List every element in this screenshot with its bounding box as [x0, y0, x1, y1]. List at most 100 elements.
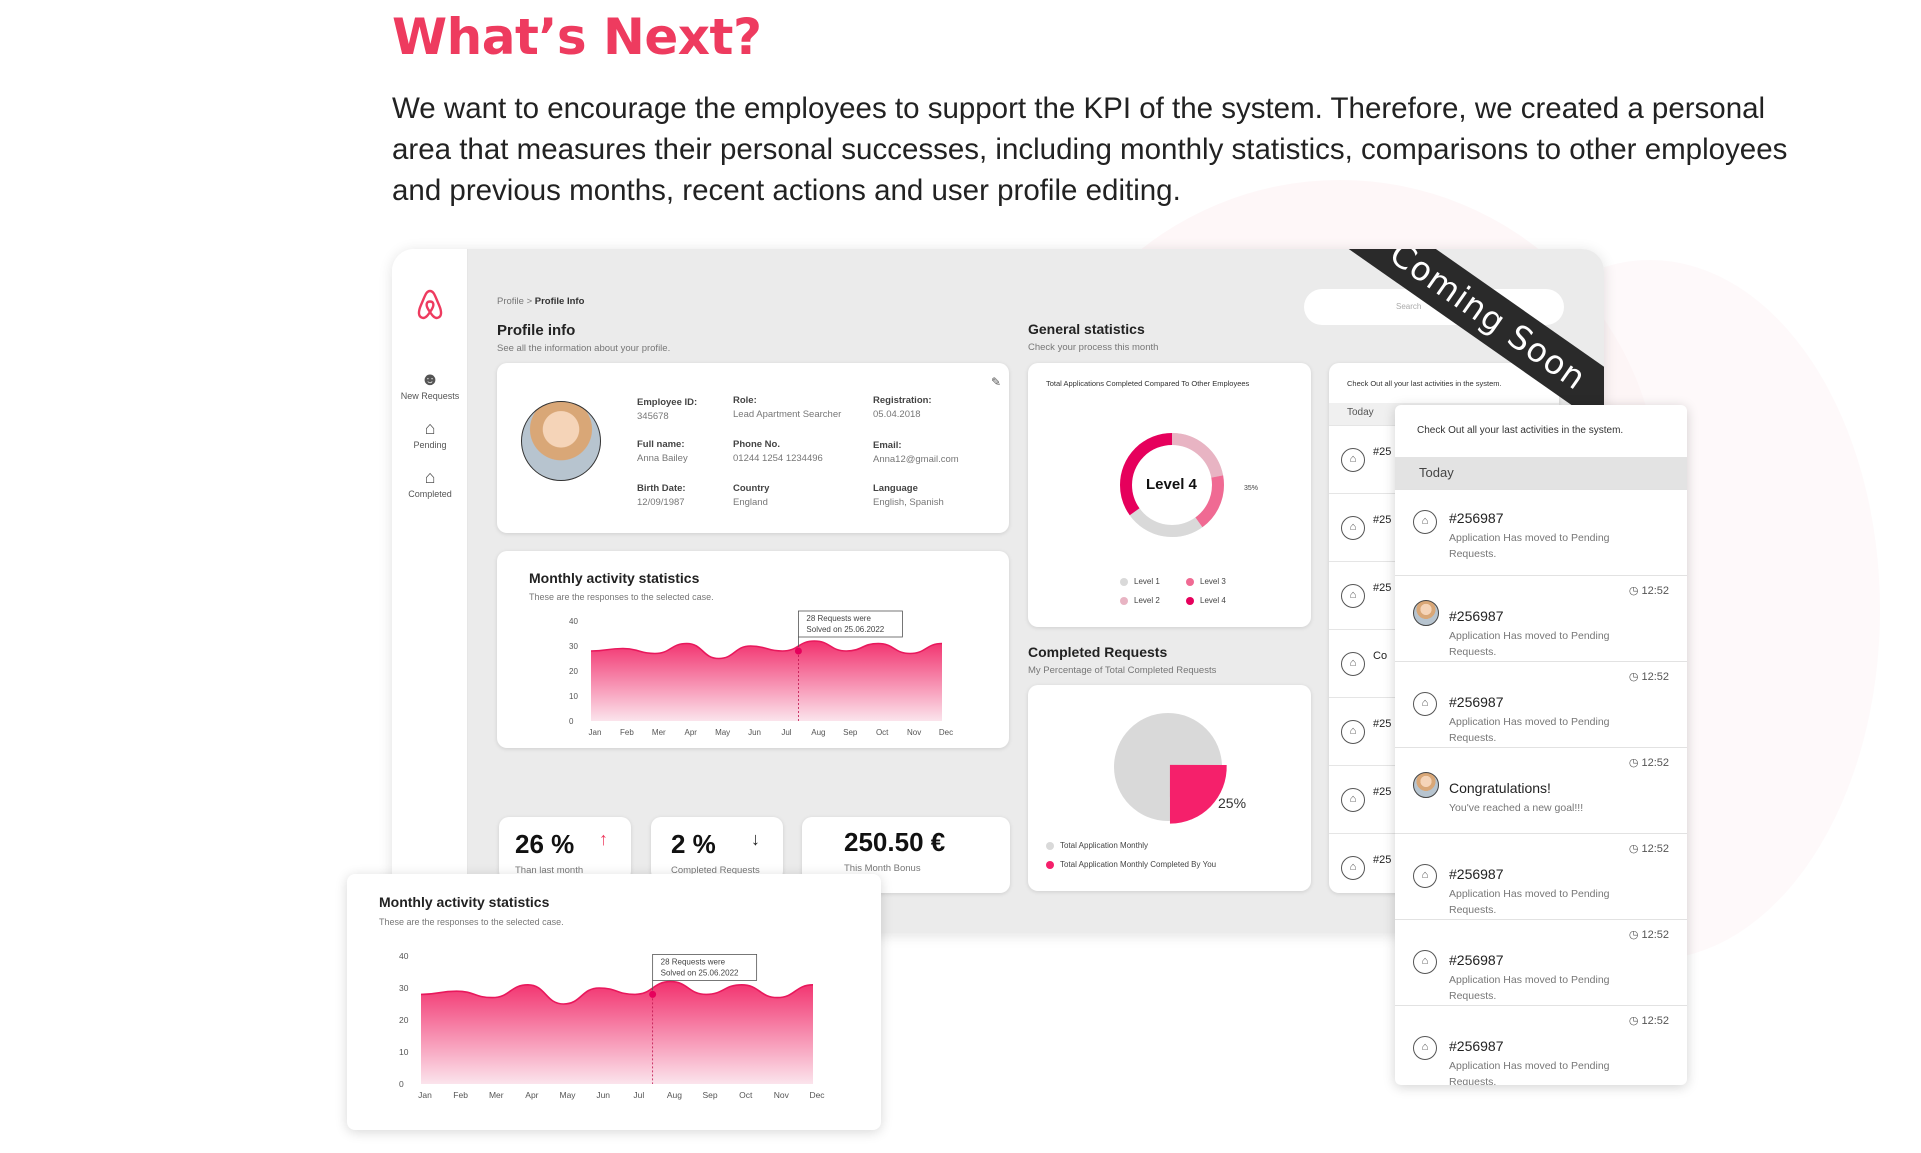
activity-time: ◷ 12:52 — [1628, 929, 1669, 941]
monthly-chart: 0 10 20 30 40 Jan Feb Mer Apr May Jun Jul Aug Sep Oct N… — [569, 610, 953, 737]
tooltip-text: Solved on 25.06.2022 — [806, 625, 884, 634]
sidebar: ☻ New Requests ⌂ Pending ⌂ Completed — [392, 249, 468, 933]
activity-today-header: Today — [1395, 457, 1687, 489]
activity-panel-title: Check Out all your last activities in th… — [1417, 425, 1624, 436]
activity-time: ◷ 12:52 — [1628, 671, 1669, 683]
donut-percent: 35% — [1244, 485, 1259, 492]
profile-card: ✎ Employee ID: 345678 Role: Lead Apartment… — [497, 363, 1009, 533]
role-value: Lead Apartment Searcher — [733, 409, 842, 420]
house-pending-icon: ⌂ — [1413, 950, 1437, 974]
general-title: General statistics — [1028, 321, 1145, 337]
edit-icon[interactable]: ✎ — [990, 375, 1001, 389]
series-line — [420, 980, 814, 1005]
add-user-icon: ☻ — [420, 369, 440, 389]
donut-segment — [1120, 433, 1224, 537]
activity-id: #256987 — [1449, 510, 1504, 526]
x-tick-label: May — [715, 728, 730, 737]
completed-pie-chart — [1114, 713, 1227, 824]
house-pending-icon: ⌂ — [1341, 584, 1365, 608]
stat-card-bonus: 250.50 € This Month Bonus — [802, 817, 1010, 893]
monthly-activity-overlay-card: Monthly activity statistics These are th… — [347, 874, 881, 1130]
tooltip-box — [798, 610, 903, 638]
house-pending-icon: ⌂ — [1413, 692, 1437, 716]
general-card: Total Applications Completed Compared To… — [1028, 363, 1311, 627]
tooltip-text: 28 Requests were — [806, 614, 871, 623]
legend-item: Level 1 — [1120, 577, 1160, 586]
house-pending-icon: ⌂ — [1341, 516, 1365, 540]
y-tick-label: 10 — [399, 1047, 409, 1057]
breadcrumb-separator: > — [523, 296, 535, 307]
x-tick-label: Aug — [667, 1090, 682, 1100]
country-value: England — [733, 497, 768, 508]
completed-subtitle: My Percentage of Total Completed Request… — [1028, 665, 1217, 676]
language-value: English, Spanish — [873, 497, 944, 508]
sidebar-item-label: Pending — [413, 440, 447, 450]
sidebar-item-completed[interactable]: ⌂ Completed — [392, 467, 468, 499]
activity-description: Application Has moved to Pending Request… — [1449, 532, 1610, 560]
sidebar-item-pending[interactable]: ⌂ Pending — [392, 418, 468, 450]
y-tick-label: 0 — [399, 1079, 404, 1089]
stat-value: 26 % — [515, 829, 575, 859]
overlay-monthly-chart: 0 10 20 30 40 Jan Feb Mer Apr May Jun Jul Aug Sep Oct N… — [399, 951, 825, 1100]
overlay-monthly-title: Monthly activity statistics — [379, 894, 550, 910]
birth-date-label: Birth Date: — [637, 483, 686, 494]
highlight-point — [649, 990, 657, 998]
x-tick-label: Sep — [843, 728, 858, 737]
house-pending-icon: ⌂ — [1341, 720, 1365, 744]
activity-row[interactable]: ◷ 12:52 ⌂ #256987 Application Has moved to … — [1395, 833, 1687, 919]
tooltip-text: 28 Requests were — [661, 957, 726, 966]
y-tick-label: 20 — [569, 667, 578, 676]
phone-value: 01244 1254 1234496 — [733, 453, 823, 464]
x-tick-label: Jun — [596, 1090, 610, 1100]
highlight-point — [794, 647, 802, 655]
activity-time: ◷ 12:52 — [1628, 1015, 1669, 1027]
arrow-up-icon: ↑ — [599, 829, 608, 849]
country-label: Country — [733, 483, 770, 494]
email-label: Email: — [873, 440, 902, 451]
registration-value: 05.04.2018 — [873, 409, 921, 420]
activity-time: ◷ 12:52 — [1628, 757, 1669, 769]
pie-percent: 25% — [1218, 795, 1247, 811]
activity-row[interactable]: ◷ 12:52 #256987 Application Has moved to P… — [1395, 575, 1687, 661]
activity-row[interactable]: ◷ 12:52 Congratulations! You've reached a … — [1395, 747, 1687, 833]
registration-label: Registration: — [873, 395, 932, 406]
y-tick-label: 20 — [399, 1015, 409, 1025]
activity-back-id: Co — [1373, 650, 1388, 662]
monthly-title: Monthly activity statistics — [529, 570, 700, 586]
series-line — [590, 640, 943, 660]
y-tick-label: 10 — [569, 692, 578, 701]
house-pending-icon: ⌂ — [1341, 856, 1365, 880]
breadcrumb-root[interactable]: Profile — [497, 296, 524, 307]
language-label: Language — [873, 483, 918, 494]
area-fill — [591, 641, 942, 721]
activity-id: Congratulations! — [1449, 780, 1551, 796]
activity-row[interactable]: ◷ 12:52 ⌂ #256987 Application Has moved to … — [1395, 919, 1687, 1005]
activity-back-id: #25 — [1373, 718, 1392, 730]
stat-label: Than last month — [515, 865, 584, 876]
sidebar-item-label: Completed — [408, 489, 452, 499]
activity-back-id: #25 — [1373, 786, 1392, 798]
activity-id: #256987 — [1449, 694, 1504, 710]
full-name-value: Anna Bailey — [637, 453, 688, 464]
x-tick-label: Feb — [453, 1090, 468, 1100]
activity-row[interactable]: ◷ 12:52 ⌂ #256987 Application Has moved to … — [1395, 1005, 1687, 1085]
activity-back-id: #25 — [1373, 446, 1392, 458]
activity-back-id: #25 — [1373, 582, 1392, 594]
x-tick-label: Oct — [739, 1090, 753, 1100]
donut-segment — [1120, 433, 1224, 537]
completed-title: Completed Requests — [1028, 644, 1168, 660]
house-pending-icon: ⌂ — [1413, 1036, 1437, 1060]
donut-center-label: Level 4 — [1146, 476, 1197, 493]
monthly-subtitle: These are the responses to the selected … — [529, 592, 714, 602]
y-tick-label: 0 — [569, 717, 574, 726]
stat-label: This Month Bonus — [844, 863, 921, 874]
activity-description: You've reached a new goal!!! — [1449, 802, 1584, 814]
activity-row[interactable]: ⌂ #256987 Application Has moved to Pending… — [1395, 489, 1687, 575]
x-tick-label: Jan — [589, 728, 602, 737]
activity-panel: Check Out all your last activities in th… — [1395, 405, 1687, 1085]
activity-row[interactable]: ◷ 12:52 ⌂ #256987 Application Has moved to … — [1395, 661, 1687, 747]
sidebar-item-new-requests[interactable]: ☻ New Requests — [392, 369, 468, 401]
x-tick-label: Jul — [633, 1090, 644, 1100]
activity-id: #256987 — [1449, 952, 1504, 968]
stat-card-completed: 2 % ↓ Completed Requests — [651, 817, 783, 881]
